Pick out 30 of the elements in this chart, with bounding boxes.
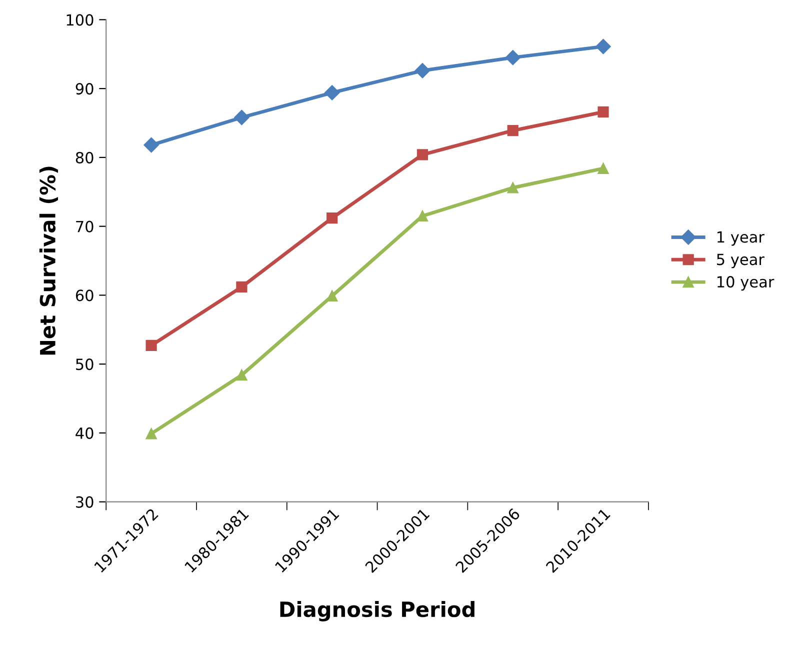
point	[416, 149, 428, 160]
point	[507, 125, 518, 136]
point	[505, 50, 520, 66]
y-tick-label: 30	[76, 496, 94, 508]
y-tick-label: 60	[76, 290, 94, 302]
point	[236, 281, 248, 292]
point	[414, 63, 430, 78]
y-tick-label: 40	[76, 427, 94, 439]
legend-label: 10 year	[718, 276, 774, 291]
point	[236, 370, 248, 381]
y-tick-label: 80	[76, 152, 94, 164]
point	[598, 162, 609, 174]
y-tick-label: 90	[76, 83, 94, 95]
point	[598, 106, 609, 118]
legend-label: 1 year	[718, 231, 764, 246]
legend-label: 5 year	[717, 254, 764, 268]
point	[596, 38, 611, 54]
x-axis-title: Diagnosis Period	[280, 601, 474, 622]
point	[144, 137, 159, 153]
point	[324, 85, 340, 100]
point	[234, 110, 250, 126]
point	[326, 212, 338, 224]
point	[507, 182, 518, 194]
y-tick-label: 70	[76, 220, 94, 232]
y-axis-title: Net Survival (%)	[39, 166, 58, 355]
point	[146, 340, 157, 352]
y-tick-label: 50	[76, 358, 94, 370]
point	[146, 428, 157, 440]
y-tick-label: 100	[66, 14, 94, 26]
point	[326, 290, 338, 302]
